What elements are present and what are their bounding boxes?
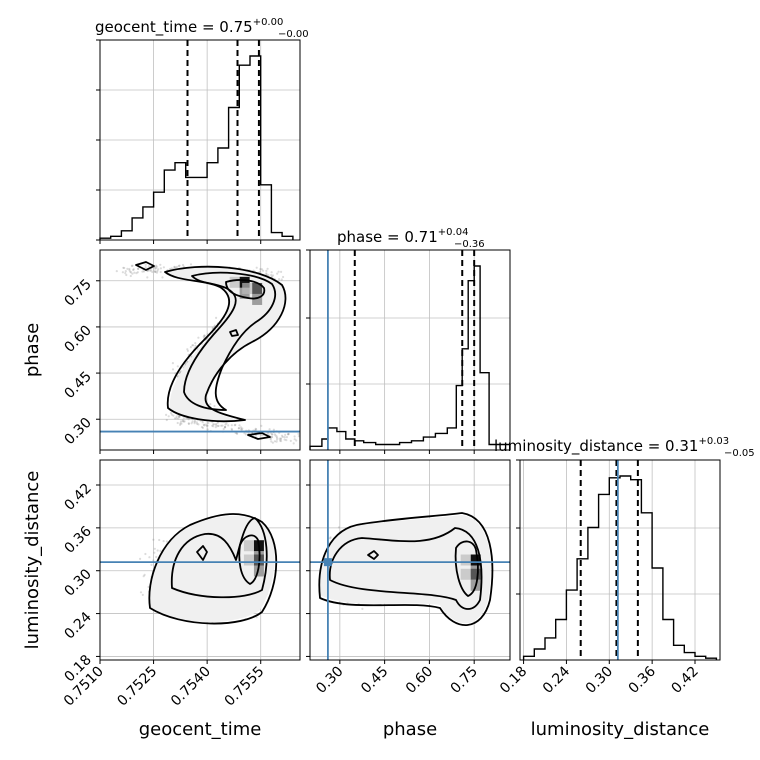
p20-xtick-label-1: 0.7525 <box>114 664 160 710</box>
panel2-bin-w-0 <box>460 554 471 566</box>
p20-ytick-label-4: 0.42 <box>61 481 94 514</box>
panel2-bin-0 <box>470 554 481 566</box>
frame-p10 <box>99 249 301 451</box>
p10-contour-outer <box>164 265 287 423</box>
p20-ytick-label-2: 0.30 <box>61 566 94 599</box>
panel0-bin-1 <box>252 282 263 294</box>
p21-xtick-label-2: 0.60 <box>403 664 436 697</box>
p21-contour-island <box>367 550 379 560</box>
panel0-bin-w-1 <box>242 282 253 294</box>
panel0-bin-0 <box>239 276 250 288</box>
p10-contour-island-2 <box>247 432 271 440</box>
p20-xtick-label-2: 0.7540 <box>168 664 214 710</box>
p20-xtick-label-3: 0.7555 <box>222 664 268 710</box>
panel0-bin-w-0 <box>229 276 240 288</box>
p10-ytick-label-1: 0.45 <box>61 369 94 402</box>
p20-ytick-label-1: 0.24 <box>61 609 94 642</box>
p10-ytick-label-0: 0.30 <box>61 415 94 448</box>
p10-ytick-label-3: 0.75 <box>61 276 94 309</box>
m2-xtick-label-1: 0.24 <box>540 663 573 696</box>
frame-p21 <box>309 459 511 661</box>
frame-m2 <box>519 459 721 661</box>
p20-contour-inner <box>238 534 261 585</box>
m2-xtick-label-0: 0.18 <box>497 664 530 697</box>
p10-contour-island-3 <box>229 329 239 337</box>
panel1-bin-n-1 <box>253 565 264 577</box>
p10-contour-island-1 <box>135 261 155 271</box>
p20-contour-mid <box>170 517 268 599</box>
title-phase: phase = 0.71+0.04 −0.36 <box>337 227 485 250</box>
p21-contour-inner <box>454 540 479 597</box>
p20-ytick-label-3: 0.36 <box>61 523 94 556</box>
panel1-bin-w-1 <box>243 554 254 566</box>
p20-contour-island <box>196 545 208 561</box>
p21-xtick-label-0: 0.30 <box>313 664 346 697</box>
hist-geocent_time <box>99 55 294 240</box>
panel1-bin-w-0 <box>243 540 254 552</box>
p21-density <box>319 515 491 624</box>
frame-p20 <box>99 459 301 661</box>
panel0-bin-n-1 <box>252 293 263 305</box>
ylabel-luminosity-distance: luminosity_distance <box>22 471 43 650</box>
frame-m1 <box>309 249 511 451</box>
xlabel-geocent-time: geocent_time <box>139 719 262 740</box>
p21-xtick-label-1: 0.45 <box>358 664 391 697</box>
ylabel-phase: phase <box>22 323 43 377</box>
xlabel-phase: phase <box>383 719 437 740</box>
title-luminosity-distance: luminosity_distance = 0.31+0.03 −0.05 <box>494 436 755 459</box>
title-geocent-time: geocent_time = 0.75+0.00 −0.00 <box>95 17 309 40</box>
p10-contour-inner <box>183 271 277 411</box>
m2-xtick-label-2: 0.30 <box>583 664 616 697</box>
m2-xtick-label-3: 0.36 <box>626 663 659 696</box>
p10-density <box>165 266 285 421</box>
p21-contour-outer <box>318 512 494 626</box>
panel2-bin-w-1 <box>460 568 471 580</box>
panel2-bin-1 <box>470 568 481 580</box>
p21-contour-mid <box>328 527 483 610</box>
p10-ytick-label-2: 0.60 <box>61 322 94 355</box>
p20-contour-outer <box>148 513 278 625</box>
hist-luminosity_distance <box>522 475 718 660</box>
truth-point-p21 <box>323 558 332 567</box>
xlabel-luminosity-distance: luminosity_distance <box>531 719 710 740</box>
m2-xtick-label-4: 0.42 <box>668 664 701 697</box>
p21-xtick-label-3: 0.75 <box>448 664 481 697</box>
p10-contour-core <box>225 279 266 300</box>
